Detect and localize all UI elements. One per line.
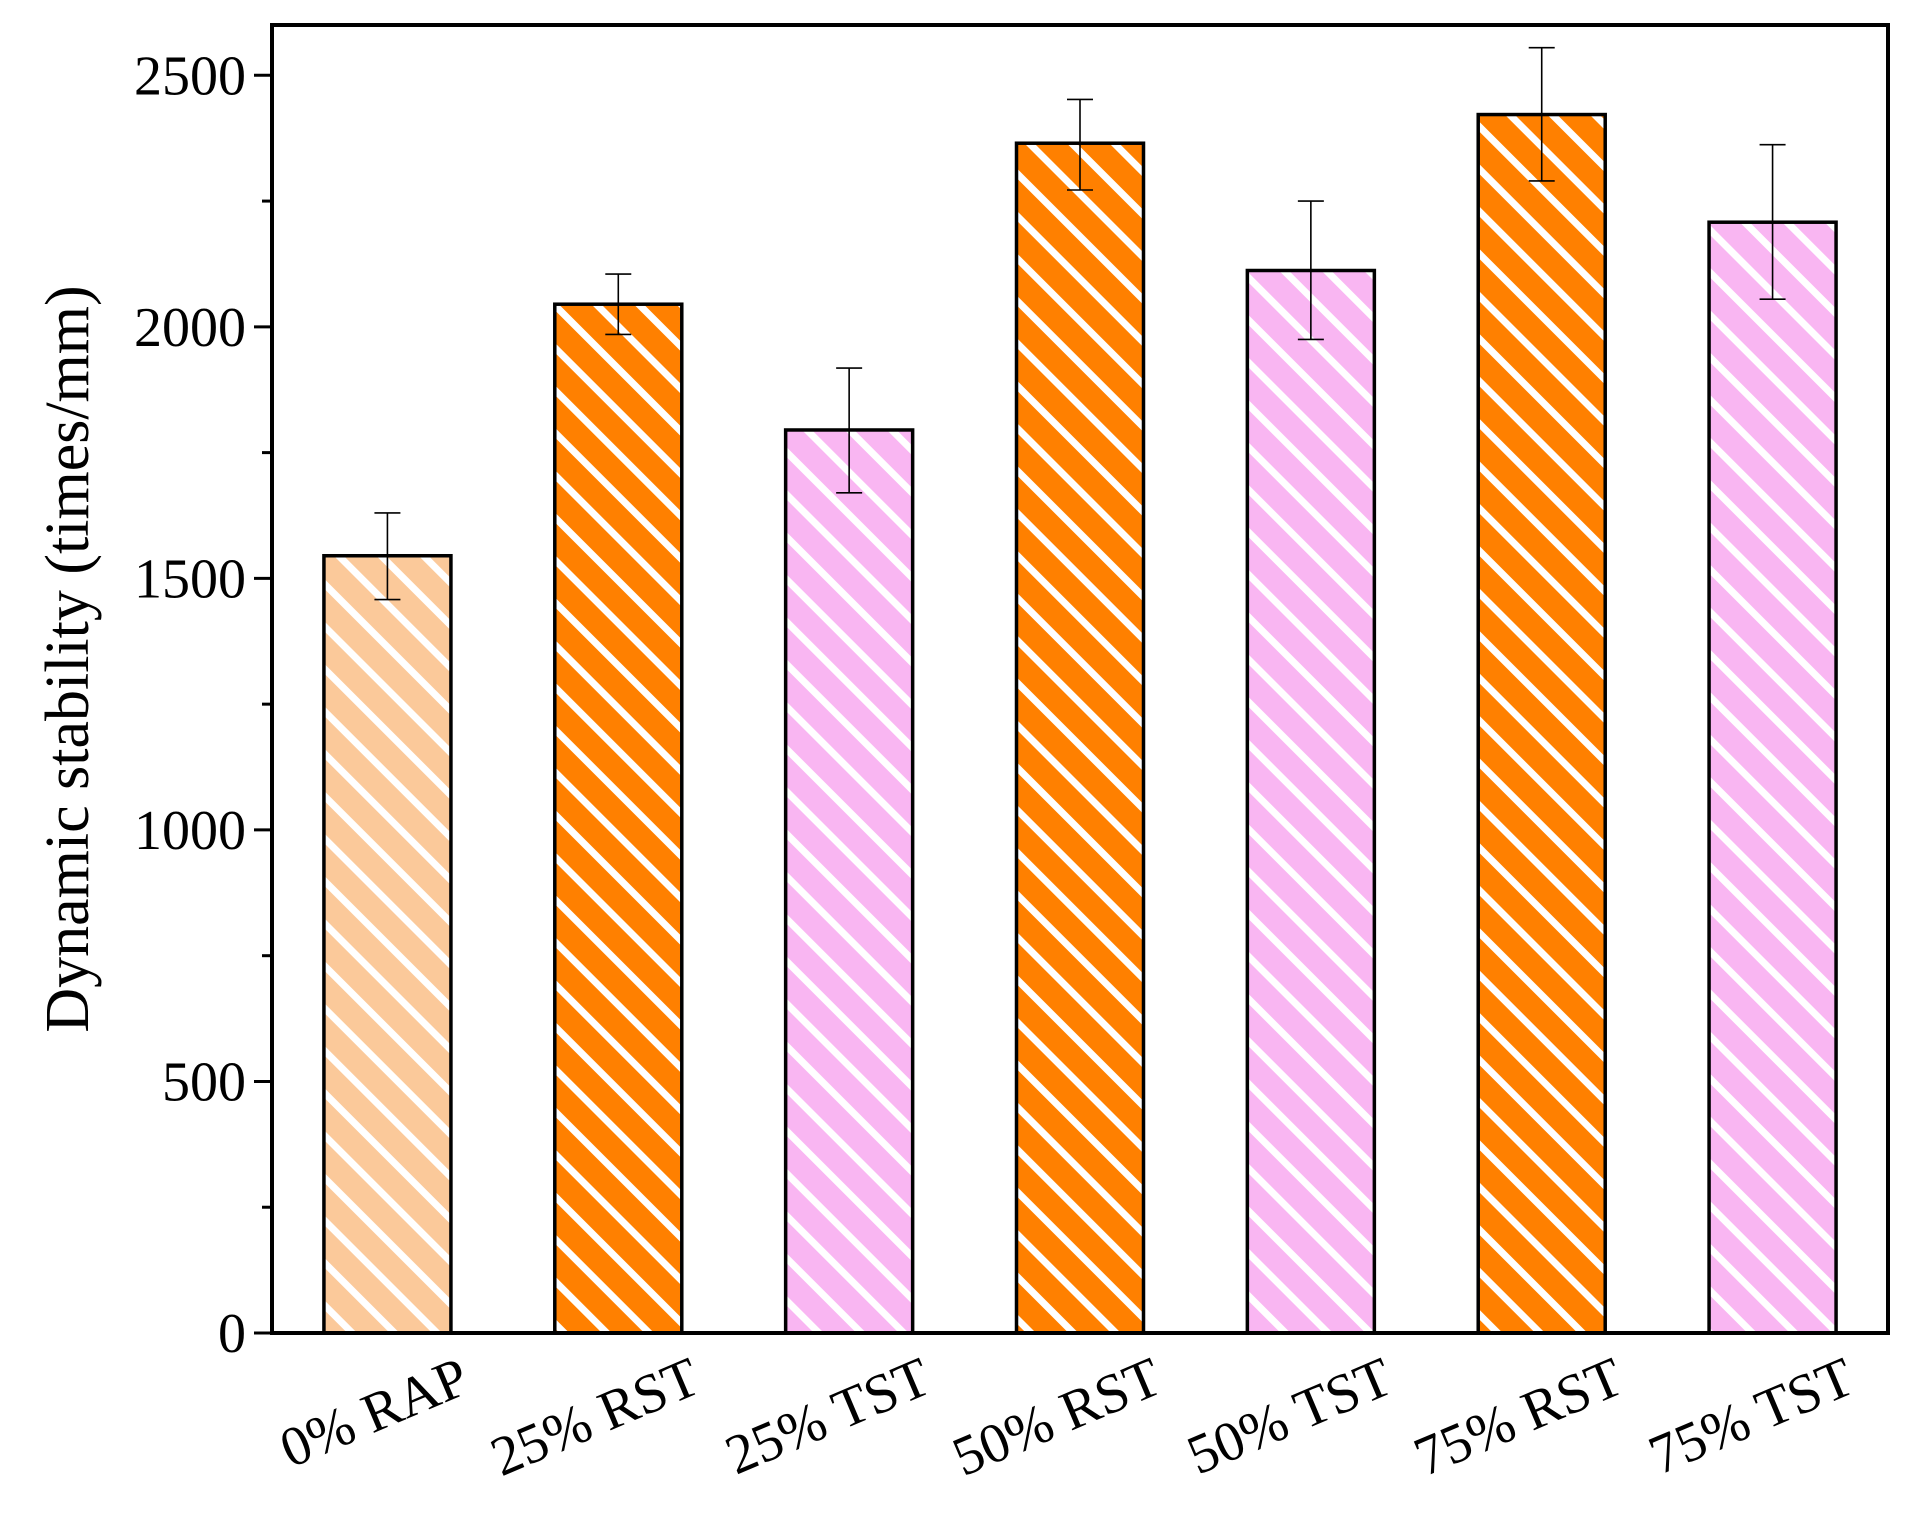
y-tick-label: 1000 bbox=[134, 800, 246, 862]
x-category-label: 0% RAP bbox=[271, 1346, 477, 1480]
error-bar bbox=[1759, 143, 1786, 300]
bar-25-tst bbox=[783, 428, 915, 1335]
y-tick-label: 0 bbox=[218, 1303, 246, 1365]
bar-0-rap bbox=[322, 553, 453, 1335]
x-axis: 0% RAP 25% RST 25% TST 50% RST 50% TST 75% RS… bbox=[271, 1346, 1862, 1489]
y-tick-label: 2500 bbox=[134, 45, 246, 107]
y-axis-title: Dynamic stability (times/mm) bbox=[34, 285, 102, 1032]
plot-frame bbox=[270, 23, 1890, 1335]
x-category-label: 25% TST bbox=[717, 1346, 939, 1487]
y-tick-label: 2000 bbox=[134, 297, 246, 359]
bar-50-rst bbox=[1014, 141, 1146, 1335]
error-bar bbox=[1528, 46, 1555, 182]
y-tick-label: 500 bbox=[162, 1051, 246, 1113]
x-category-label: 75% RST bbox=[1406, 1346, 1632, 1489]
error-bar bbox=[374, 512, 401, 601]
error-bar bbox=[1297, 200, 1324, 341]
error-bar bbox=[605, 273, 632, 336]
error-bar bbox=[1067, 98, 1093, 191]
bars-layer bbox=[322, 112, 1838, 1335]
y-tick-label: 1500 bbox=[134, 548, 246, 610]
bar-75-rst bbox=[1476, 112, 1607, 1335]
bar-25-rst bbox=[553, 302, 684, 1335]
x-category-label: 25% RST bbox=[482, 1346, 708, 1489]
bar-75-tst bbox=[1707, 220, 1838, 1335]
x-category-label: 50% TST bbox=[1179, 1346, 1401, 1487]
bar-50-tst bbox=[1245, 268, 1377, 1335]
x-category-label: 50% RST bbox=[944, 1346, 1170, 1489]
error-bars-layer bbox=[374, 46, 1786, 601]
x-category-label: 75% TST bbox=[1640, 1346, 1862, 1487]
error-bar bbox=[836, 367, 863, 494]
y-axis: 0 500 1000 1500 2000 2500 bbox=[134, 45, 272, 1365]
